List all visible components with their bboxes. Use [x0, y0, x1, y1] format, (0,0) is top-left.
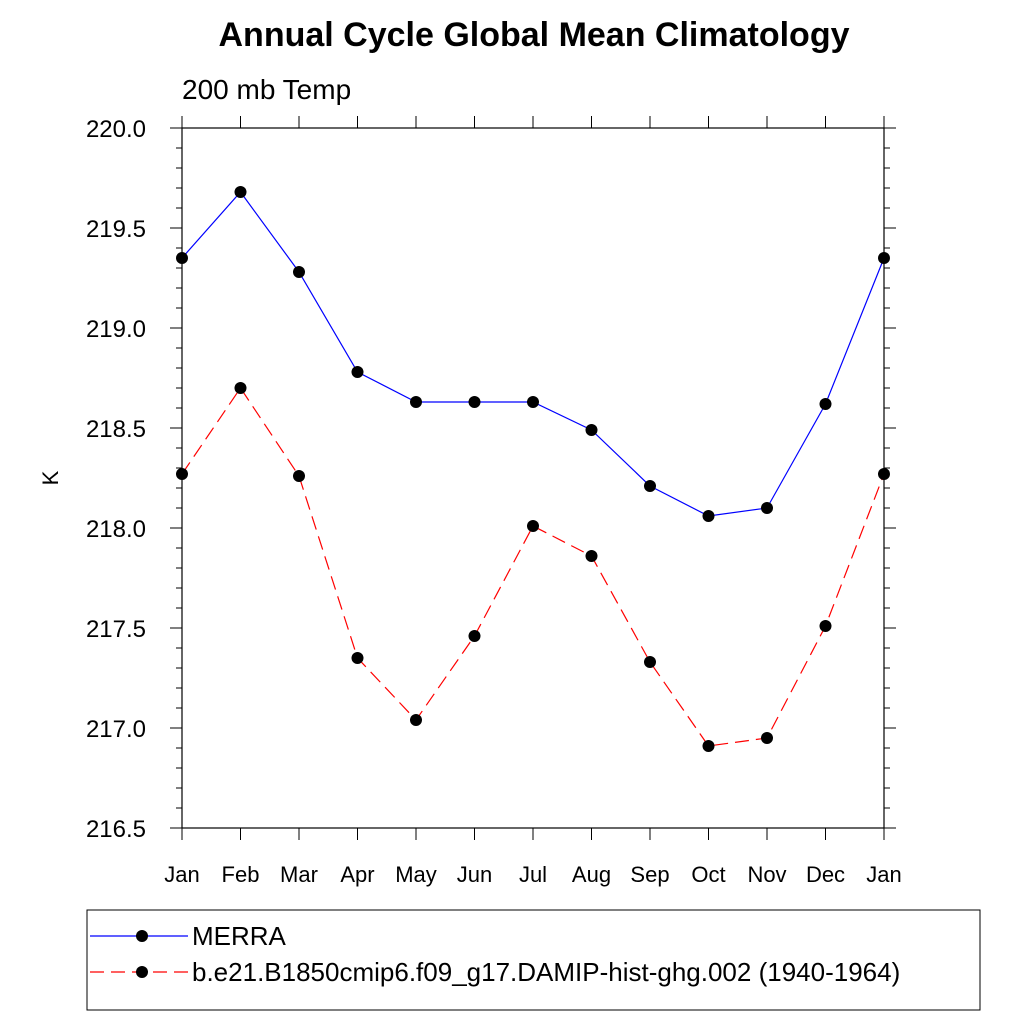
y-tick-label: 217.5 [86, 616, 146, 643]
legend-box [86, 909, 981, 1011]
series-1-point [878, 252, 890, 264]
x-tick-label: Oct [691, 862, 725, 887]
series-2-point [878, 468, 890, 480]
x-tick-label: Apr [340, 862, 374, 887]
series-2-point [702, 740, 715, 752]
legend-marker-1 [136, 930, 148, 942]
y-tick-label: 219.0 [86, 316, 146, 343]
x-tick-label: Mar [280, 862, 318, 887]
series-2-point [234, 382, 247, 394]
chart-subtitle: 200 mb Temp [182, 74, 351, 105]
legend-label-2: b.e21.B1850cmip6.f09_g17.DAMIP-hist-ghg.… [192, 957, 900, 987]
series-2-point [410, 714, 422, 726]
legend-marker-2 [136, 966, 148, 978]
series-2-point [644, 656, 656, 668]
x-tick-label: Sep [630, 862, 669, 887]
x-tick-label: Jun [457, 862, 492, 887]
series-line-1 [181, 191, 885, 517]
x-tick-label: May [395, 862, 437, 887]
y-tick-label: 217.0 [86, 716, 146, 743]
series-line-2 [181, 386, 885, 747]
data-series [176, 186, 890, 752]
series-1-point [527, 396, 539, 408]
x-tick-label: Nov [747, 862, 786, 887]
legend-label-1: MERRA [192, 921, 287, 951]
y-tick-label: 218.5 [86, 416, 146, 443]
y-axis-label: K [38, 470, 63, 485]
series-1-point [410, 396, 422, 408]
series-2-point [176, 468, 188, 480]
x-tick-label: Jan [866, 862, 901, 887]
x-tick-label: Aug [572, 862, 611, 887]
series-2-point [761, 732, 773, 744]
x-tick-label: Jul [519, 862, 547, 887]
x-tick-label: Jan [164, 862, 199, 887]
series-2-point [585, 550, 598, 562]
plot-frame [181, 127, 885, 829]
series-2-point [527, 520, 539, 532]
chart-title: Annual Cycle Global Mean Climatology [219, 16, 850, 54]
series-1-point [293, 266, 305, 278]
series-2-point [351, 652, 364, 664]
series-2-point [468, 630, 481, 642]
series-1-point [761, 502, 773, 514]
y-tick-label: 216.5 [86, 816, 146, 843]
series-1-point [819, 398, 832, 410]
y-tick-label: 220.0 [86, 116, 146, 143]
series-1-point [234, 186, 247, 198]
series-1-point [585, 424, 598, 436]
x-tick-label: Dec [806, 862, 845, 887]
x-tick-label: Feb [222, 862, 260, 887]
series-1-point [351, 366, 364, 378]
y-tick-label: 219.5 [86, 216, 146, 243]
series-1-point [702, 510, 715, 522]
axis-ticks [170, 116, 896, 840]
y-tick-labels: 216.5 217.0 217.5 218.0 218.5 219.0 219.5 220.0 [86, 116, 146, 843]
x-tick-labels: Jan Feb Mar Apr May Jun Jul Aug Sep Oct Nov Dec Jan [164, 862, 901, 887]
legend: MERRA b.e21.B1850cmip6.f09_g17.DAMIP-hist… [90, 921, 900, 987]
series-1-point [644, 480, 656, 492]
y-tick-label: 218.0 [86, 516, 146, 543]
series-2-point [293, 470, 305, 482]
series-2-point [819, 620, 832, 632]
series-1-point [468, 396, 481, 408]
series-1-point [176, 252, 188, 264]
